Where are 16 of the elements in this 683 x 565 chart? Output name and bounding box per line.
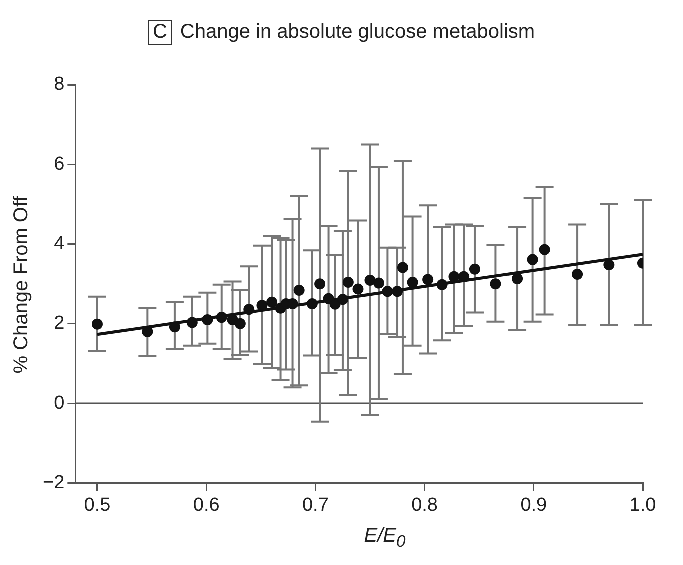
y-tick-label: 8	[54, 74, 65, 96]
chart-title: Change in absolute glucose metabolism	[180, 21, 536, 43]
y-axis-title: % Change From Off	[10, 196, 34, 374]
y-tick-label: 0	[54, 392, 65, 414]
y-tick-label: 2	[54, 313, 65, 334]
x-axis-title: E/E$_{0}$	[363, 525, 407, 552]
y-tick-label: 4	[54, 234, 66, 255]
x-tick-label: 0.6	[193, 494, 220, 516]
x-tick-label: 1.0	[630, 494, 656, 516]
x-tick-label: 0.5	[84, 494, 111, 516]
x-tick-label: 0.7	[302, 494, 329, 516]
text: C	[148, 20, 172, 45]
y-tick-label: −2	[42, 472, 65, 494]
y-tick-label: 6	[54, 154, 65, 175]
x-tick-label: 0.9	[520, 494, 548, 516]
x-tick-label: 0.8	[412, 494, 438, 516]
